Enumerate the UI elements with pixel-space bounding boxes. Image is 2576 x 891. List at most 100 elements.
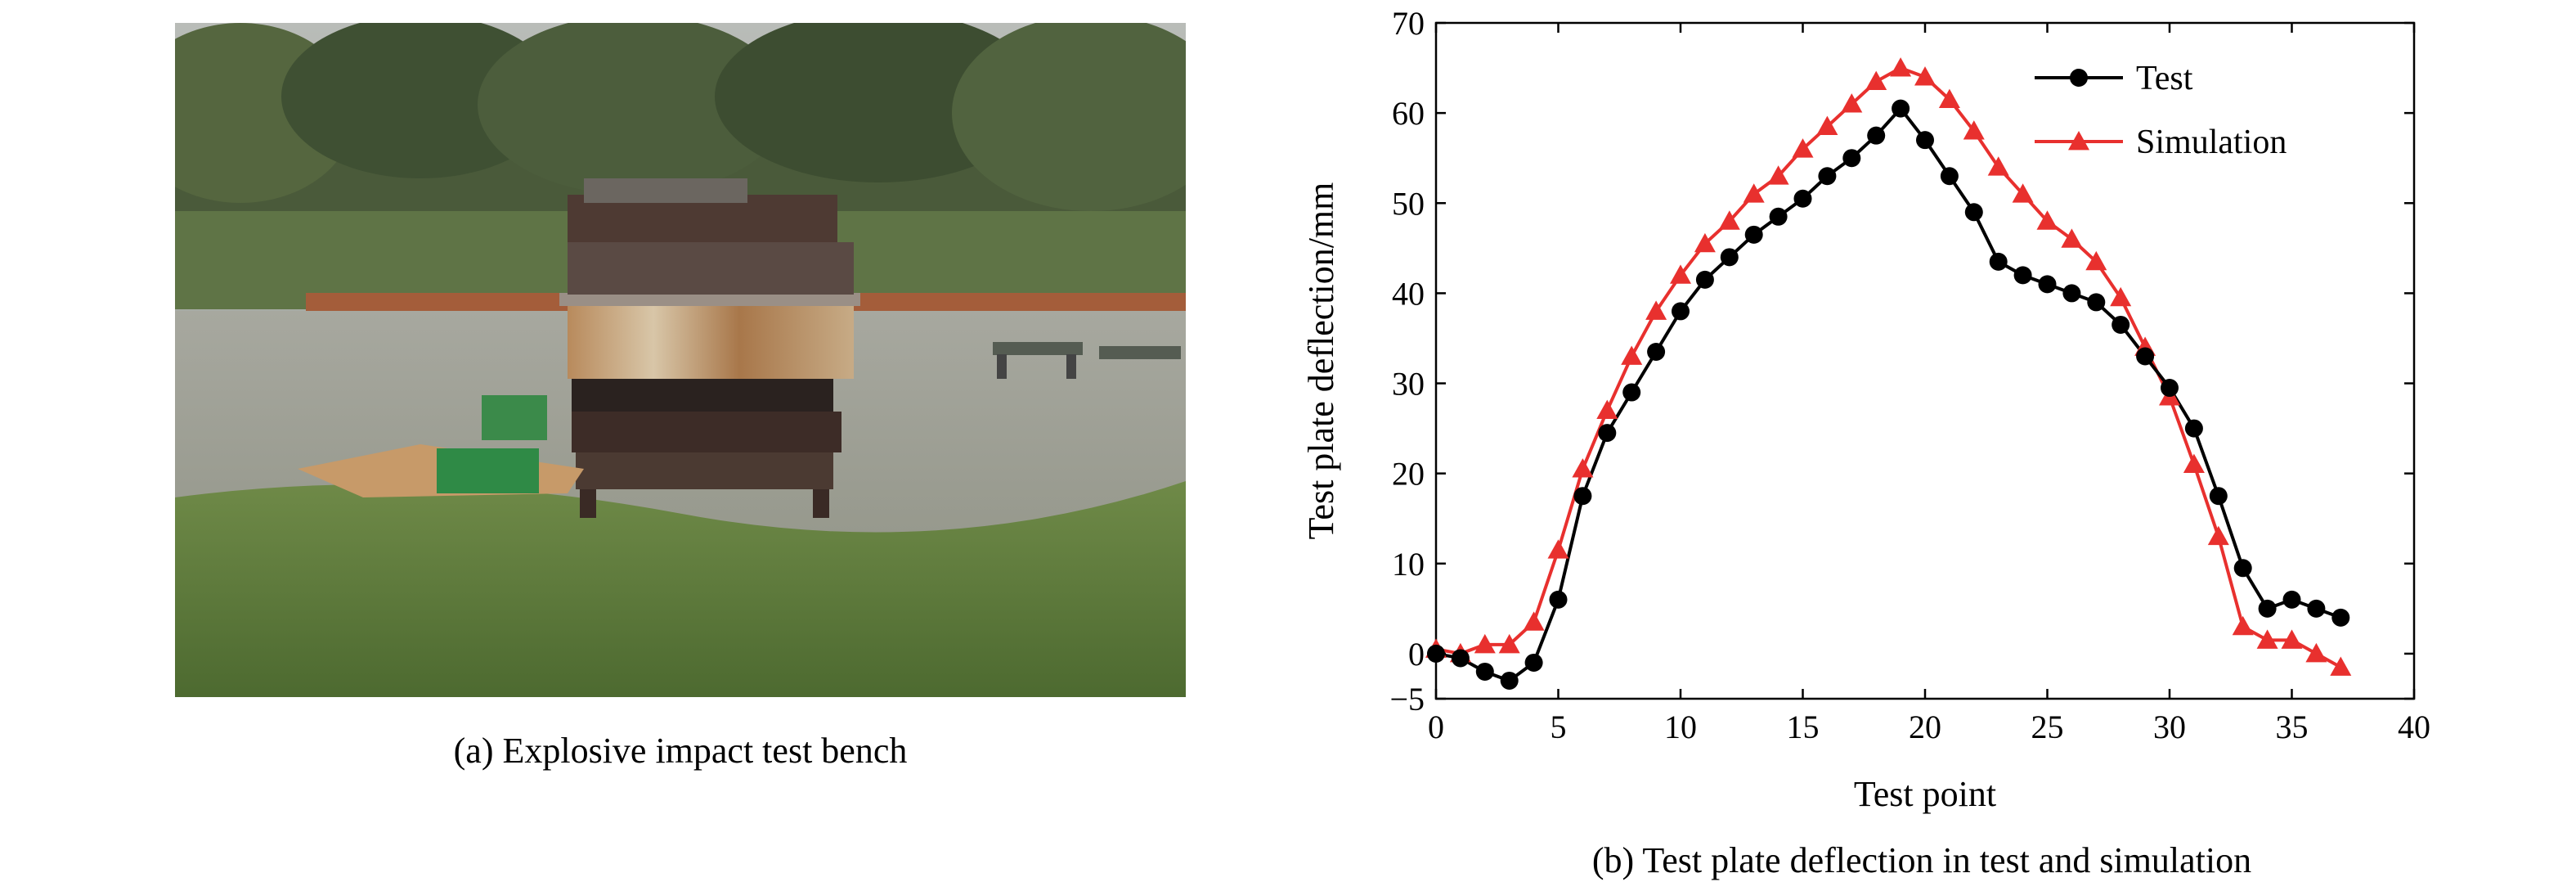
y-tick-label: 50 [1392,185,1425,222]
test-data-point [1769,207,1788,226]
test-data-point [2087,293,2106,312]
simulation-data-point [2183,453,2205,474]
foreground-grass [175,481,1186,697]
simulation-data-point [1963,120,1985,140]
simulation-data-point [1621,345,1643,365]
legend-simulation-marker [2068,131,2089,151]
test-data-point [1867,126,1886,145]
test-data-point [1720,248,1739,267]
test-data-point [1842,149,1861,168]
test-data-point [2112,315,2130,334]
test-data-point [1475,662,1494,681]
test-data-point [1916,131,1934,150]
simulation-data-point [1816,115,1838,136]
photo-illustration [175,23,1186,697]
simulation-data-point [2281,629,2303,649]
test-data-point [2161,379,2179,398]
test-bench [559,178,860,518]
x-tick-label: 15 [1787,709,1820,745]
simulation-data-point [2330,656,2352,676]
simulation-data-point [2305,642,2327,663]
test-data-point [1622,383,1641,402]
x-tick-label: 10 [1664,709,1697,745]
test-data-point [1427,644,1445,663]
y-tick-label: −5 [1389,681,1425,718]
simulation-data-point [1890,57,1912,77]
legend-simulation-label: Simulation [2136,124,2287,161]
test-data-point [2331,608,2350,627]
simulation-data-point [1474,633,1496,654]
test-data-point [2209,487,2228,506]
y-tick-label: 40 [1392,275,1425,312]
x-tick-label: 0 [1428,709,1444,745]
test-data-point [1695,270,1714,289]
caption-explosive-test-bench: (a) Explosive impact test bench [453,731,908,771]
caption-deflection-comparison: (b) Test plate deflection in test and si… [1591,840,2252,880]
test-data-point [1892,99,1910,118]
series-markers [1425,57,2352,690]
simulation-data-point [2012,183,2034,203]
x-tick-label: 5 [1551,709,1567,745]
simulation-data-point [1743,183,1765,203]
test-data-point [1573,487,1592,506]
test-data-point [1647,342,1666,361]
test-data-point [2258,599,2277,618]
simulation-data-point [1718,210,1740,230]
test-data-point [2013,266,2032,285]
simulation-data-point [1938,88,1960,109]
simulation-data-point [1498,633,1520,654]
simulation-data-point [1596,399,1618,419]
simulation-data-point [1767,165,1789,185]
test-data-point [1500,671,1519,690]
simulation-data-point [2232,615,2254,636]
simulation-data-point [1670,264,1691,284]
x-tick-label: 30 [2153,709,2186,745]
test-data-point [2136,347,2155,366]
chart-legend: Test Simulation [2035,60,2287,161]
test-data-point [1451,649,1470,668]
x-tick-label: 40 [2398,709,2430,745]
test-data-point [2184,419,2203,438]
test-data-point [1744,225,1763,244]
simulation-data-point [2256,629,2278,649]
simulation-data-point [1865,70,1887,90]
test-bench-photo [175,23,1186,697]
simulation-data-point [2061,228,2083,248]
tree-line [175,23,1186,309]
x-tick-label: 20 [1909,709,1941,745]
y-tick-label: 60 [1392,95,1425,132]
y-tick-label: 10 [1392,546,1425,583]
y-tick-label: 30 [1392,366,1425,403]
green-crate-front [437,448,539,493]
test-data-point [1672,302,1690,321]
simulation-data-point [2085,250,2107,271]
test-data-point [1793,189,1812,208]
test-data-point [1524,653,1543,672]
simulation-data-point [1694,232,1716,253]
simulation-data-point [2110,286,2132,307]
y-axis-label: Test plate deflection/mm [1301,182,1341,540]
test-series-line [1435,106,2341,683]
test-data-point [1964,203,1983,222]
test-data-point [2282,590,2301,609]
test-data-point [1598,424,1617,443]
simulation-data-point [1572,458,1594,478]
simulation-data-point [2207,525,2229,546]
test-data-point [2038,275,2057,294]
x-tick-label: 35 [2276,709,2309,745]
test-data-point [2062,284,2081,303]
test-data-point [1940,167,1959,186]
test-data-point [2233,559,2252,578]
simulation-data-point [1987,156,2009,176]
y-tick-label: 70 [1392,5,1425,42]
simulation-data-point [1914,66,1936,86]
simulation-data-point [1841,93,1863,113]
green-crate-back [482,395,547,440]
x-tick-label: 25 [2031,709,2064,745]
wooden-benches [993,342,1181,379]
legend-test-label: Test [2136,60,2193,97]
simulation-data-point [1523,611,1545,631]
test-data-point [2307,599,2326,618]
y-tick-label: 0 [1408,636,1425,673]
